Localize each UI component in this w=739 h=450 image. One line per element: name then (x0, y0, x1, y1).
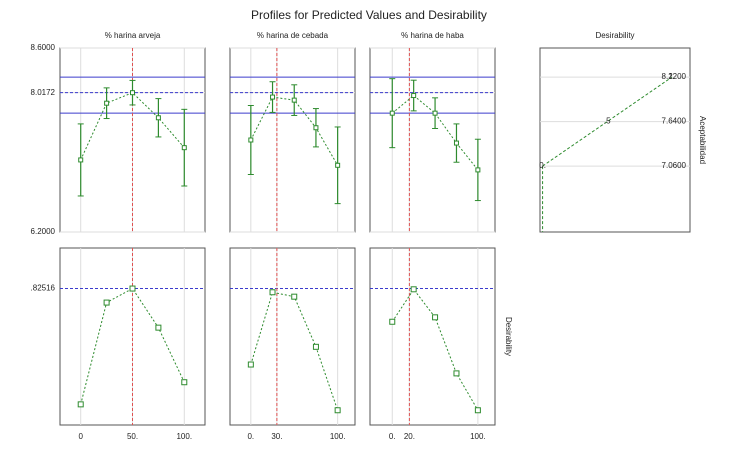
desirability-point (432, 314, 439, 321)
point (130, 90, 135, 96)
desirability-point (269, 289, 276, 296)
point-label: .5 (604, 117, 611, 126)
point (248, 137, 254, 143)
y-axis-label: Desirability (504, 317, 513, 356)
desirability-point (474, 407, 481, 414)
desirability-point (334, 407, 341, 414)
desirability-point (453, 370, 460, 377)
x-tick-label: 0. (389, 432, 396, 441)
desirability-point (291, 293, 298, 300)
point-label: 1. (669, 72, 676, 81)
point (389, 110, 395, 116)
point (453, 140, 459, 146)
point (335, 162, 341, 168)
point (291, 97, 297, 103)
panel-title: % harina arveja (105, 31, 161, 40)
y-tick-label: 8.0172 (31, 88, 56, 97)
desirability-point (155, 324, 162, 331)
panel-title: Desirability (595, 31, 634, 40)
point (432, 110, 438, 116)
point (475, 167, 481, 173)
panel-title: % harina de haba (401, 31, 464, 40)
x-tick-label: 30. (271, 432, 282, 441)
point (181, 145, 187, 151)
point (411, 93, 417, 99)
desirability-point (77, 401, 84, 408)
desirability-point (389, 318, 396, 325)
desirability-point (410, 286, 417, 293)
desirability-curve (391, 288, 479, 411)
desirability-curve (80, 287, 185, 405)
y-tick-label: 8.2200 (662, 72, 687, 81)
panel-title: % harina de cebada (257, 31, 329, 40)
panel-frame (369, 247, 496, 426)
desirability-point (103, 299, 110, 306)
x-tick-label: 0. (247, 432, 254, 441)
panel-frame (369, 47, 496, 233)
point (155, 115, 161, 121)
y-axis-label: Aceptabilidad (698, 116, 707, 164)
point (313, 125, 319, 131)
y-tick-label: .82516 (31, 284, 56, 293)
y-tick-label: 6.2000 (31, 227, 56, 236)
point (104, 100, 110, 106)
desirability-point (129, 285, 136, 292)
point (270, 94, 276, 100)
panel-frame (229, 247, 356, 426)
point-label: 0. (539, 161, 546, 170)
y-tick-label: 7.0600 (662, 161, 687, 170)
desirability-point (181, 379, 188, 386)
desirability-point (312, 343, 319, 350)
x-tick-label: 100. (470, 432, 486, 441)
y-tick-label: 8.6000 (31, 43, 56, 52)
panel-frame (539, 47, 691, 233)
desirability-curve (250, 291, 339, 411)
point (78, 157, 84, 163)
x-tick-label: 20. (404, 432, 415, 441)
profile-line (250, 96, 339, 166)
profile-line (80, 92, 185, 161)
desirability-function (542, 76, 673, 167)
x-tick-label: 100. (176, 432, 192, 441)
x-tick-label: 0 (78, 432, 83, 441)
x-tick-label: 100. (330, 432, 346, 441)
x-tick-label: 50. (127, 432, 138, 441)
desirability-point (247, 361, 254, 368)
chart-title: Profiles for Predicted Values and Desira… (251, 8, 487, 22)
y-tick-label: 7.6400 (662, 117, 687, 126)
